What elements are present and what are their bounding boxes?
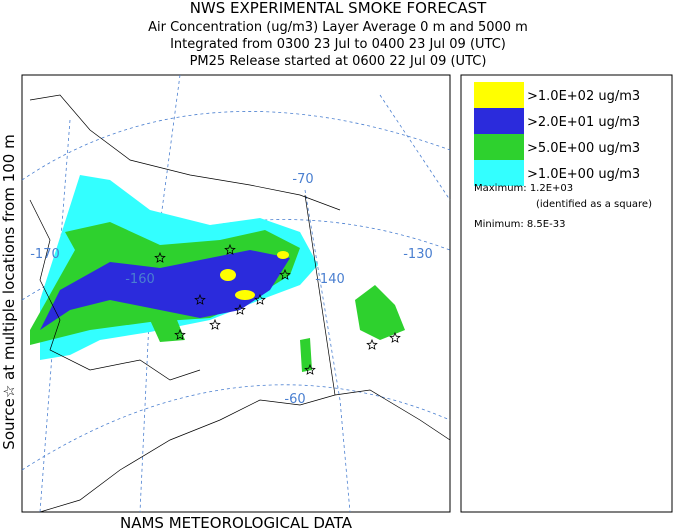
graticule [139, 74, 181, 513]
smoke-area [220, 269, 236, 281]
maximum-note: (identified as a square) [536, 199, 652, 210]
legend-label: >5.0E+00 ug/m3 [527, 141, 640, 156]
graticule [304, 189, 351, 513]
subtitle: Air Concentration (ug/m3) Layer Average … [148, 20, 528, 35]
source-marker [209, 318, 221, 330]
source-marker [279, 268, 291, 280]
legend-swatch [474, 108, 524, 134]
maximum: Maximum: 1.2E+03 [474, 183, 573, 194]
graticule [21, 219, 451, 301]
legend-swatch [474, 82, 524, 108]
source-marker [154, 251, 166, 263]
subtitle: Integrated from 0300 23 Jul to 0400 23 J… [170, 37, 506, 52]
smoke-area [235, 290, 255, 300]
minimum: Minimum: 8.5E-33 [474, 219, 565, 230]
legend-label: >2.0E+01 ug/m3 [527, 115, 640, 130]
grid-label: -60 [284, 392, 305, 407]
smoke-area [150, 315, 185, 342]
grid-label: -130 [403, 247, 433, 262]
grid-label: -160 [125, 272, 155, 287]
grid-label: -140 [315, 272, 345, 287]
subtitle: PM25 Release started at 0600 22 Jul 09 (… [190, 54, 487, 69]
title: NWS EXPERIMENTAL SMOKE FORECAST [190, 0, 487, 17]
map [21, 74, 451, 513]
smoke-area [277, 251, 289, 259]
source-marker [366, 338, 378, 350]
grid-label: -170 [30, 247, 60, 262]
legend-swatch [474, 160, 524, 186]
smoke-area [355, 285, 405, 340]
footer: NAMS METEOROLOGICAL DATA [120, 514, 353, 532]
source-marker [224, 243, 236, 255]
coastline [29, 94, 451, 513]
source-label: Source☆ at multiple locations from 100 m [0, 134, 18, 449]
graticule [21, 384, 451, 471]
source-marker [304, 363, 316, 375]
grid-label: -70 [292, 172, 313, 187]
source-marker [194, 293, 206, 305]
smoke-area [300, 338, 312, 372]
legend-label: >1.0E+02 ug/m3 [527, 89, 640, 104]
source-marker [174, 328, 186, 340]
source-marker [254, 293, 266, 305]
source-marker [389, 331, 401, 343]
legend-label: >1.0E+00 ug/m3 [527, 167, 640, 182]
legend-swatch [474, 134, 524, 160]
source-marker [234, 303, 246, 315]
